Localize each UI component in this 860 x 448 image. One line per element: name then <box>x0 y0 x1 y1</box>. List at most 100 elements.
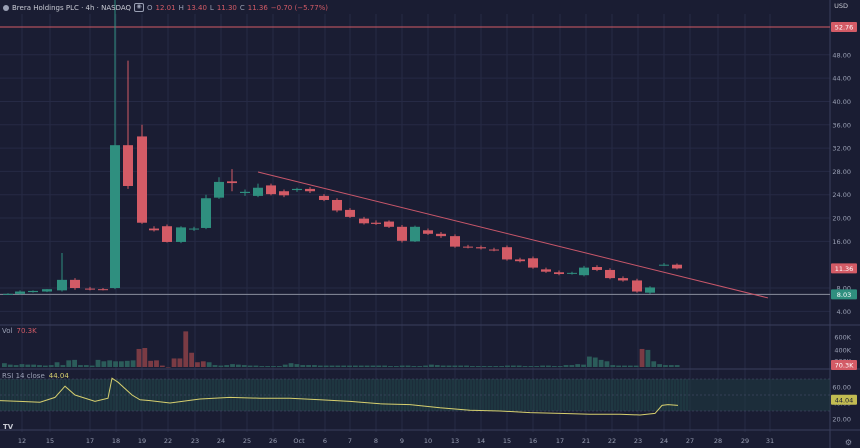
volume-bar <box>475 366 481 367</box>
price-axis[interactable]: 48.00 44.00 40.00 36.00 32.00 28.00 24.00 20.00… <box>831 22 857 316</box>
volume-bar <box>651 361 657 367</box>
candle[interactable] <box>332 198 342 213</box>
candle[interactable] <box>397 225 407 243</box>
candle[interactable] <box>85 286 95 291</box>
time-tick-label: 16 <box>529 437 537 445</box>
candle[interactable] <box>502 245 512 261</box>
volume-bar <box>107 360 113 367</box>
candle[interactable] <box>201 194 211 230</box>
candle[interactable] <box>359 216 369 225</box>
candle[interactable] <box>3 293 13 296</box>
candle[interactable] <box>214 177 224 199</box>
eye-icon[interactable]: ◉ <box>134 3 145 12</box>
candle[interactable] <box>645 286 655 294</box>
candle[interactable] <box>515 257 525 263</box>
candle[interactable] <box>28 290 38 293</box>
volume-bar <box>19 364 25 367</box>
candle[interactable] <box>110 0 120 290</box>
volume-bar <box>487 366 493 367</box>
gear-icon[interactable]: ⚙ <box>844 438 852 447</box>
candle[interactable] <box>371 220 381 226</box>
candle[interactable] <box>279 189 289 198</box>
volume-bar <box>481 366 487 367</box>
candle[interactable] <box>489 247 499 252</box>
volume-pane[interactable]: 600K400K200K70.3K <box>2 331 857 370</box>
candle[interactable] <box>266 183 276 196</box>
candle[interactable] <box>57 253 67 292</box>
candle[interactable] <box>149 226 159 232</box>
candle[interactable] <box>305 187 315 193</box>
time-tick-label: 25 <box>243 437 251 445</box>
time-tick-label: 28 <box>714 437 722 445</box>
volume-bar <box>212 365 218 367</box>
candle[interactable] <box>672 263 682 270</box>
candle[interactable] <box>579 265 589 277</box>
candle[interactable] <box>436 232 446 238</box>
candle[interactable] <box>410 225 420 242</box>
candle[interactable] <box>176 226 186 244</box>
candle[interactable] <box>605 268 615 280</box>
candle[interactable] <box>15 290 25 295</box>
candle[interactable] <box>463 244 473 249</box>
volume-bar <box>31 364 37 367</box>
volume-bar <box>224 365 230 367</box>
tradingview-logo-icon[interactable]: TV <box>3 423 14 431</box>
candle[interactable] <box>528 256 538 269</box>
candle[interactable] <box>292 187 302 192</box>
candle-body <box>319 195 329 200</box>
candle[interactable] <box>137 124 147 224</box>
candle[interactable] <box>319 194 329 202</box>
volume-bar <box>393 366 399 367</box>
candle-body <box>189 228 199 230</box>
candle[interactable] <box>476 245 486 250</box>
candle[interactable] <box>618 276 628 282</box>
rsi-label[interactable]: RSI 14 close <box>2 372 45 380</box>
volume-bar <box>592 357 598 367</box>
candle[interactable] <box>450 234 460 248</box>
volume-tick-label: 400K <box>834 347 851 355</box>
price-pane[interactable] <box>0 0 830 299</box>
candle[interactable] <box>123 60 133 189</box>
volume-bar <box>645 349 651 367</box>
candle-body <box>515 259 525 262</box>
candle[interactable] <box>554 270 564 276</box>
candle[interactable] <box>632 278 642 293</box>
volume-bar <box>522 366 528 367</box>
candle[interactable] <box>541 267 551 273</box>
volume-bar <box>136 348 142 367</box>
candle[interactable] <box>567 271 577 275</box>
candle[interactable] <box>253 183 263 198</box>
candle-body <box>502 247 512 260</box>
candle[interactable] <box>227 169 237 192</box>
volume-bar <box>60 365 66 367</box>
candle[interactable] <box>70 278 80 290</box>
volume-bar <box>341 365 347 367</box>
trendline[interactable] <box>257 171 769 299</box>
candle[interactable] <box>98 288 108 291</box>
volume-bar <box>587 356 592 367</box>
candle[interactable] <box>162 224 172 243</box>
candle[interactable] <box>42 289 52 293</box>
volume-bar <box>288 363 294 367</box>
price-badge <box>831 22 857 33</box>
currency-label[interactable]: USD <box>834 2 848 10</box>
candle[interactable] <box>240 189 250 196</box>
volume-bar <box>581 364 586 367</box>
candle[interactable] <box>423 228 433 235</box>
close-value: 11.36 <box>247 3 268 12</box>
candle[interactable] <box>345 208 355 219</box>
time-axis[interactable]: 12 15 17 18 19 22 23 24 25 26 Oct 6 7 8 9 10 13 14 15 16 17 2… <box>18 437 774 445</box>
candle[interactable] <box>659 262 669 266</box>
time-tick-label: 9 <box>400 437 404 445</box>
time-tick-label: 21 <box>582 437 590 445</box>
symbol-title[interactable]: Brera Holdings PLC · 4h · NASDAQ <box>12 3 132 12</box>
volume-label[interactable]: Vol <box>2 327 13 335</box>
candle-body <box>397 226 407 241</box>
volume-bar <box>253 365 259 367</box>
time-tick-label: 15 <box>46 437 54 445</box>
candle[interactable] <box>384 220 394 228</box>
candle[interactable] <box>189 226 199 231</box>
candle[interactable] <box>592 265 602 272</box>
